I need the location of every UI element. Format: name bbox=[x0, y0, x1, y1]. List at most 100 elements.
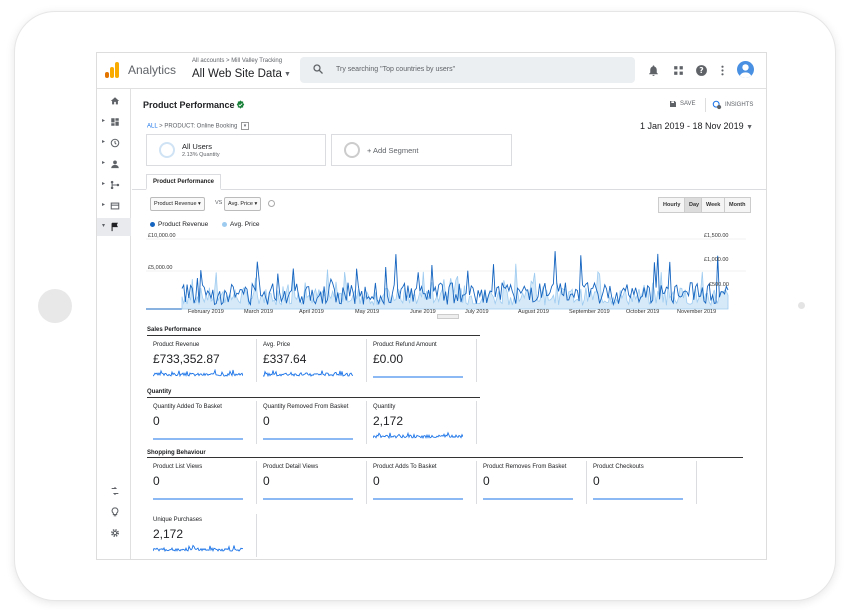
card-value: 0 bbox=[263, 414, 270, 428]
add-segment-label: + Add Segment bbox=[367, 146, 419, 155]
card-label: Quantity bbox=[373, 404, 396, 410]
section-divider bbox=[147, 397, 480, 398]
help-icon[interactable]: ? bbox=[695, 64, 708, 77]
scorecard[interactable]: Quantity 2,172 bbox=[367, 401, 477, 444]
attribution-icon bbox=[111, 486, 119, 496]
scorecard[interactable]: Quantity Removed From Basket 0 bbox=[257, 401, 367, 444]
x-tick: August 2019 bbox=[518, 309, 549, 315]
card-label: Product Refund Amount bbox=[373, 342, 437, 348]
add-segment-button[interactable]: + Add Segment bbox=[331, 134, 512, 166]
avatar[interactable] bbox=[737, 61, 754, 78]
date-range-picker[interactable]: 1 Jan 2019 - 18 Nov 2019 ▼ bbox=[640, 121, 753, 131]
tab-product-performance[interactable]: Product Performance bbox=[146, 174, 222, 190]
save-button[interactable]: SAVE bbox=[669, 100, 696, 108]
scorecard[interactable]: Product Checkouts 0 bbox=[587, 461, 697, 504]
scorecard[interactable]: Product List Views 0 bbox=[147, 461, 257, 504]
add-segment-circle-icon bbox=[344, 142, 360, 158]
scorecard[interactable]: Product Detail Views 0 bbox=[257, 461, 367, 504]
series-avg-price bbox=[181, 263, 729, 310]
bell-icon[interactable] bbox=[647, 64, 660, 77]
insights-button[interactable]: INSIGHTS bbox=[712, 100, 753, 110]
nav-home[interactable] bbox=[97, 92, 131, 110]
scorecard[interactable]: Product Adds To Basket 0 bbox=[367, 461, 477, 504]
nav-audience[interactable]: ▸ bbox=[97, 155, 131, 173]
search-bar[interactable]: Try searching "Top countries by users" bbox=[300, 57, 635, 83]
view-caret-icon[interactable]: ▼ bbox=[284, 71, 291, 78]
series-product-revenue bbox=[181, 251, 729, 307]
legend-product-revenue: Product Revenue bbox=[150, 221, 208, 228]
tablet-camera bbox=[798, 302, 805, 309]
x-tick: October 2019 bbox=[626, 309, 660, 315]
search-icon bbox=[313, 64, 323, 74]
x-tick: July 2019 bbox=[465, 309, 489, 315]
scorecard[interactable]: Unique Purchases 2,172 bbox=[147, 514, 257, 557]
scorecard[interactable]: Product Refund Amount £0.00 bbox=[367, 339, 477, 382]
gear-icon bbox=[111, 529, 119, 537]
sparkline-path bbox=[153, 544, 243, 553]
sparkline bbox=[483, 498, 573, 500]
card-label: Quantity Added To Basket bbox=[153, 404, 222, 410]
chart-resize-handle[interactable] bbox=[437, 314, 459, 319]
y-right-tick: £1,500.00 bbox=[704, 233, 729, 239]
date-caret-icon: ▼ bbox=[746, 124, 754, 131]
nav-realtime[interactable]: ▸ bbox=[97, 134, 131, 152]
segment-all-users[interactable]: All Users 2.13% Quantity bbox=[146, 134, 326, 166]
page-title: Product Performance bbox=[143, 100, 235, 110]
tab-divider bbox=[132, 189, 766, 190]
performance-chart[interactable] bbox=[146, 231, 746, 311]
nav-behavior[interactable]: ▸ bbox=[97, 197, 131, 215]
card-value: 0 bbox=[593, 474, 600, 488]
legend-avg-price: Avg. Price bbox=[222, 221, 260, 228]
breadcrumb-dropdown-icon[interactable]: ▾ bbox=[241, 122, 250, 130]
account-path[interactable]: All accounts > Mill Valley Tracking bbox=[192, 58, 283, 64]
x-tick: June 2019 bbox=[410, 309, 436, 315]
legend-label: Product Revenue bbox=[158, 221, 209, 228]
top-bar: Analytics All accounts > Mill Valley Tra… bbox=[97, 53, 766, 89]
clock-icon bbox=[110, 138, 120, 148]
granularity-week[interactable]: Week bbox=[701, 197, 726, 213]
sparkline bbox=[153, 438, 243, 440]
card-label: Quantity Removed From Basket bbox=[263, 404, 349, 410]
granularity-month[interactable]: Month bbox=[724, 197, 751, 213]
remove-metric-icon[interactable] bbox=[268, 200, 275, 207]
breadcrumb-all[interactable]: ALL bbox=[147, 123, 158, 130]
analytics-screen: Analytics All accounts > Mill Valley Tra… bbox=[96, 52, 767, 560]
card-value: 2,172 bbox=[153, 527, 184, 541]
save-icon bbox=[670, 101, 676, 107]
nav-admin[interactable] bbox=[97, 524, 131, 542]
insights-icon bbox=[712, 100, 722, 110]
nav-attribution[interactable] bbox=[97, 482, 131, 500]
save-label: SAVE bbox=[680, 101, 696, 107]
card-label: Avg. Price bbox=[263, 342, 291, 348]
apps-grid-icon[interactable] bbox=[672, 64, 685, 77]
breadcrumb: ALL > PRODUCT: Online Booking ▾ bbox=[147, 122, 250, 130]
section-divider bbox=[147, 457, 743, 458]
nav-acquisition[interactable]: ▸ bbox=[97, 176, 131, 194]
metric2-dropdown[interactable]: Avg. Price ▾ bbox=[224, 197, 262, 211]
card-value: 0 bbox=[153, 474, 160, 488]
nav-conversions[interactable]: ▾ bbox=[97, 218, 131, 236]
card-label: Product Adds To Basket bbox=[373, 464, 437, 470]
more-vert-icon[interactable] bbox=[716, 64, 729, 77]
section-title: Shopping Behaviour bbox=[147, 450, 206, 456]
sparkline bbox=[373, 498, 463, 500]
breadcrumb-separator: > bbox=[159, 123, 163, 130]
search-placeholder: Try searching "Top countries by users" bbox=[336, 66, 456, 73]
scorecard[interactable]: Product Removes From Basket 0 bbox=[477, 461, 587, 504]
date-range-text: 1 Jan 2019 - 18 Nov 2019 bbox=[640, 121, 744, 131]
sparkline bbox=[153, 544, 243, 553]
nav-customization[interactable]: ▸ bbox=[97, 113, 131, 131]
sparkline bbox=[373, 376, 463, 378]
view-selector[interactable]: All Web Site Data bbox=[192, 68, 282, 80]
nav-discover[interactable] bbox=[97, 503, 131, 521]
scorecard[interactable]: Product Revenue £733,352.87 bbox=[147, 339, 257, 382]
scorecard[interactable]: Avg. Price £337.64 bbox=[257, 339, 367, 382]
lightbulb-icon bbox=[111, 507, 119, 517]
metric1-dropdown[interactable]: Product Revenue ▾ bbox=[150, 197, 205, 211]
card-label: Product Checkouts bbox=[593, 464, 644, 470]
left-nav: ▸ ▸ ▸ ▸ ▸ ▾ › bbox=[97, 89, 131, 559]
y-left-tick: £10,000.00 bbox=[148, 233, 176, 239]
scorecard[interactable]: Quantity Added To Basket 0 bbox=[147, 401, 257, 444]
analytics-logo bbox=[105, 62, 119, 78]
granularity-hourly[interactable]: Hourly bbox=[658, 197, 686, 213]
